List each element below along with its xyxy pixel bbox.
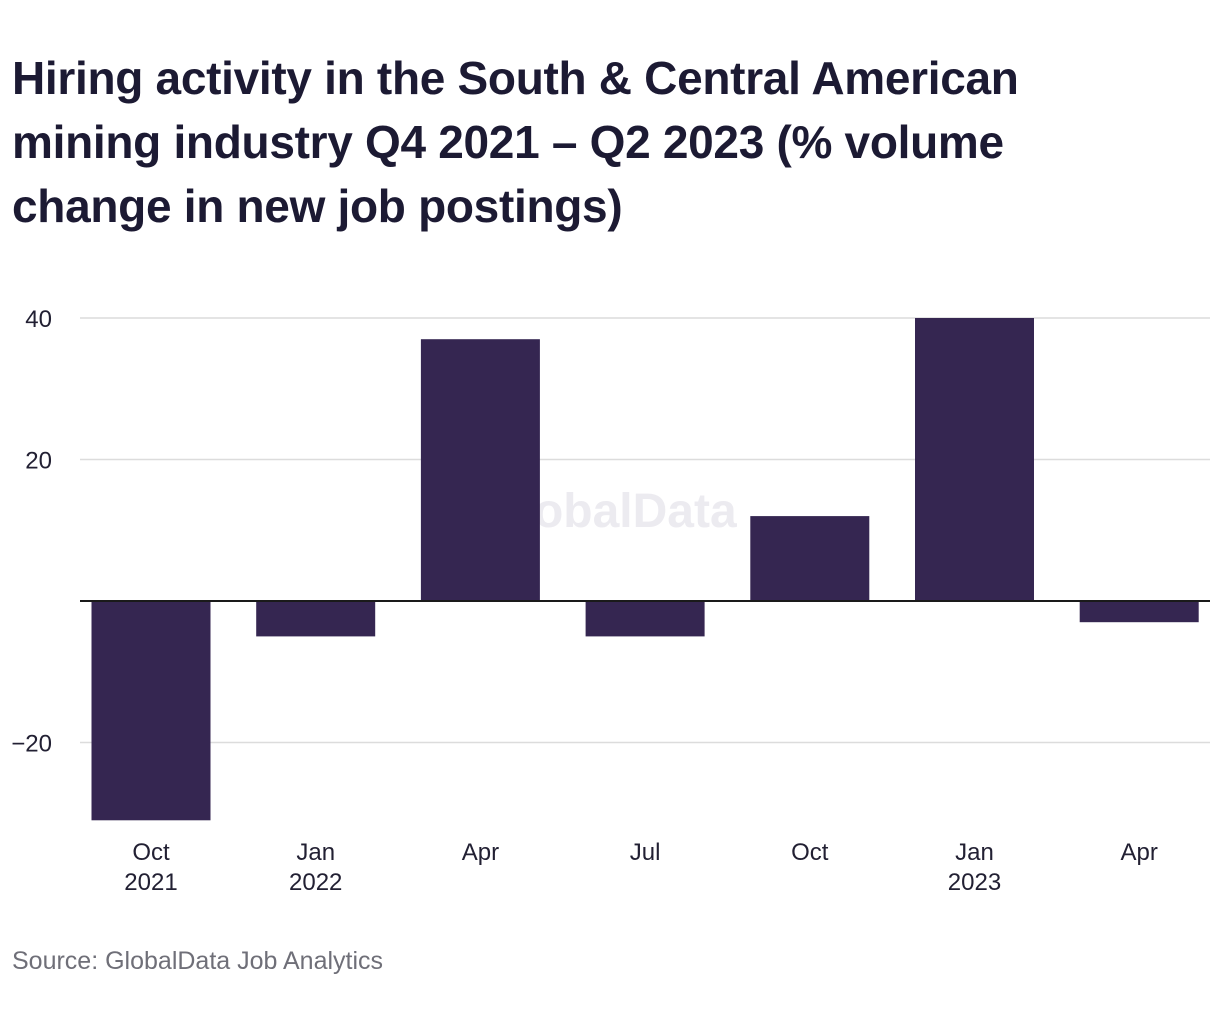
source-note: Source: GlobalData Job Analytics — [12, 947, 384, 975]
x-axis-ticks: Oct 2021 Jan 2022 Apr Jul Oct Jan 2023 Apr — [124, 839, 1158, 896]
bar — [91, 601, 211, 821]
y-axis-ticks: 40 20 −20 — [11, 306, 52, 758]
x-tick-label: Jan — [955, 839, 994, 866]
x-tick-label: Oct — [132, 839, 170, 866]
bar — [420, 339, 540, 601]
bar — [750, 516, 870, 601]
y-tick-label: 20 — [25, 448, 52, 475]
bar — [256, 601, 376, 637]
x-tick-year-label: 2022 — [289, 869, 342, 896]
x-tick-label: Oct — [791, 839, 829, 866]
x-tick-label: Jan — [296, 839, 335, 866]
x-tick-year-label: 2021 — [124, 869, 177, 896]
bars — [91, 318, 1199, 821]
bar — [585, 601, 705, 637]
x-tick-label: Apr — [462, 839, 499, 866]
x-tick-year-label: 2023 — [948, 869, 1001, 896]
chart-title: Hiring activity in the South & Central A… — [12, 52, 1019, 232]
x-tick-label: Apr — [1121, 839, 1158, 866]
bar — [1079, 601, 1199, 623]
x-tick-label: Jul — [630, 839, 661, 866]
bar — [915, 318, 1034, 601]
y-tick-label: −20 — [11, 731, 52, 758]
y-tick-label: 40 — [25, 306, 52, 333]
